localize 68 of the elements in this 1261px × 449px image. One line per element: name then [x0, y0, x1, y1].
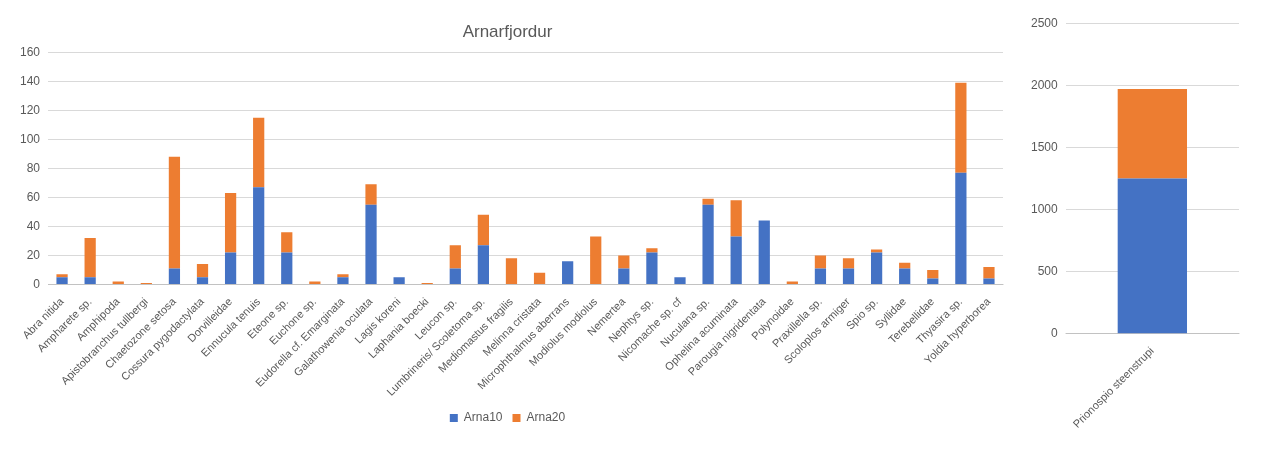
y-tick-label: 60: [26, 189, 41, 204]
bar: [674, 277, 686, 284]
y-tick-label: 140: [19, 73, 41, 88]
bar: [983, 267, 995, 279]
y-tick-label: 0: [33, 276, 41, 291]
y-tick-label: 40: [26, 218, 41, 233]
bar: [477, 214, 489, 246]
bar: [955, 172, 967, 284]
bar: [955, 82, 967, 173]
bar: [927, 278, 939, 284]
bar: [730, 200, 742, 237]
bar: [337, 274, 349, 278]
bar: [842, 258, 855, 269]
bar: [983, 278, 995, 284]
bar: [56, 277, 68, 284]
legend-label: Arna20: [526, 410, 566, 425]
bar: [281, 252, 293, 284]
bar: [927, 269, 939, 279]
bar: [702, 204, 714, 284]
bar: [758, 220, 770, 284]
bar: [899, 268, 911, 284]
chart-title: Arnarfjordur: [462, 21, 553, 41]
y-tick-label: 1500: [1030, 139, 1059, 154]
y-tick-label: 1000: [1030, 201, 1059, 216]
bar: [253, 117, 265, 188]
bar: [224, 252, 237, 284]
bar: [618, 255, 630, 269]
bar: [477, 245, 489, 284]
bar: [842, 268, 855, 284]
bar: [84, 238, 96, 278]
bar: [365, 204, 377, 284]
bar: [365, 184, 377, 205]
bar: [505, 258, 518, 284]
bar: [449, 245, 461, 269]
bar: [281, 232, 293, 253]
bar: [618, 268, 630, 284]
bar: [449, 268, 461, 284]
bar: [196, 264, 209, 278]
legend-label: Arna10: [463, 410, 503, 425]
y-tick-label: 80: [26, 160, 41, 175]
y-tick-label: 500: [1037, 263, 1059, 278]
bar: [562, 261, 574, 284]
bar: [168, 268, 181, 284]
y-tick-label: 20: [26, 247, 41, 262]
bar: [590, 236, 602, 284]
bar: [533, 272, 546, 284]
bar: [730, 236, 742, 284]
y-tick-label: 2000: [1030, 77, 1059, 92]
y-tick-label: 0: [1051, 326, 1059, 341]
y-tick-label: 160: [19, 44, 41, 59]
y-tick-label: 100: [19, 131, 41, 146]
y-tick-label: 2500: [1030, 15, 1059, 30]
bar: [393, 277, 405, 284]
bar: [84, 277, 96, 284]
bar: [870, 252, 883, 284]
bar: [196, 277, 209, 284]
y-tick-label: 120: [19, 102, 41, 117]
bar: [814, 268, 827, 284]
bar: [646, 252, 658, 284]
bar: [702, 198, 714, 205]
bar: [337, 277, 349, 284]
bar: [253, 187, 265, 284]
bar: [870, 249, 883, 253]
bar: [646, 248, 658, 253]
bar: [56, 274, 68, 278]
bar: [814, 255, 827, 269]
bar: [224, 193, 237, 253]
bar: [168, 156, 181, 269]
